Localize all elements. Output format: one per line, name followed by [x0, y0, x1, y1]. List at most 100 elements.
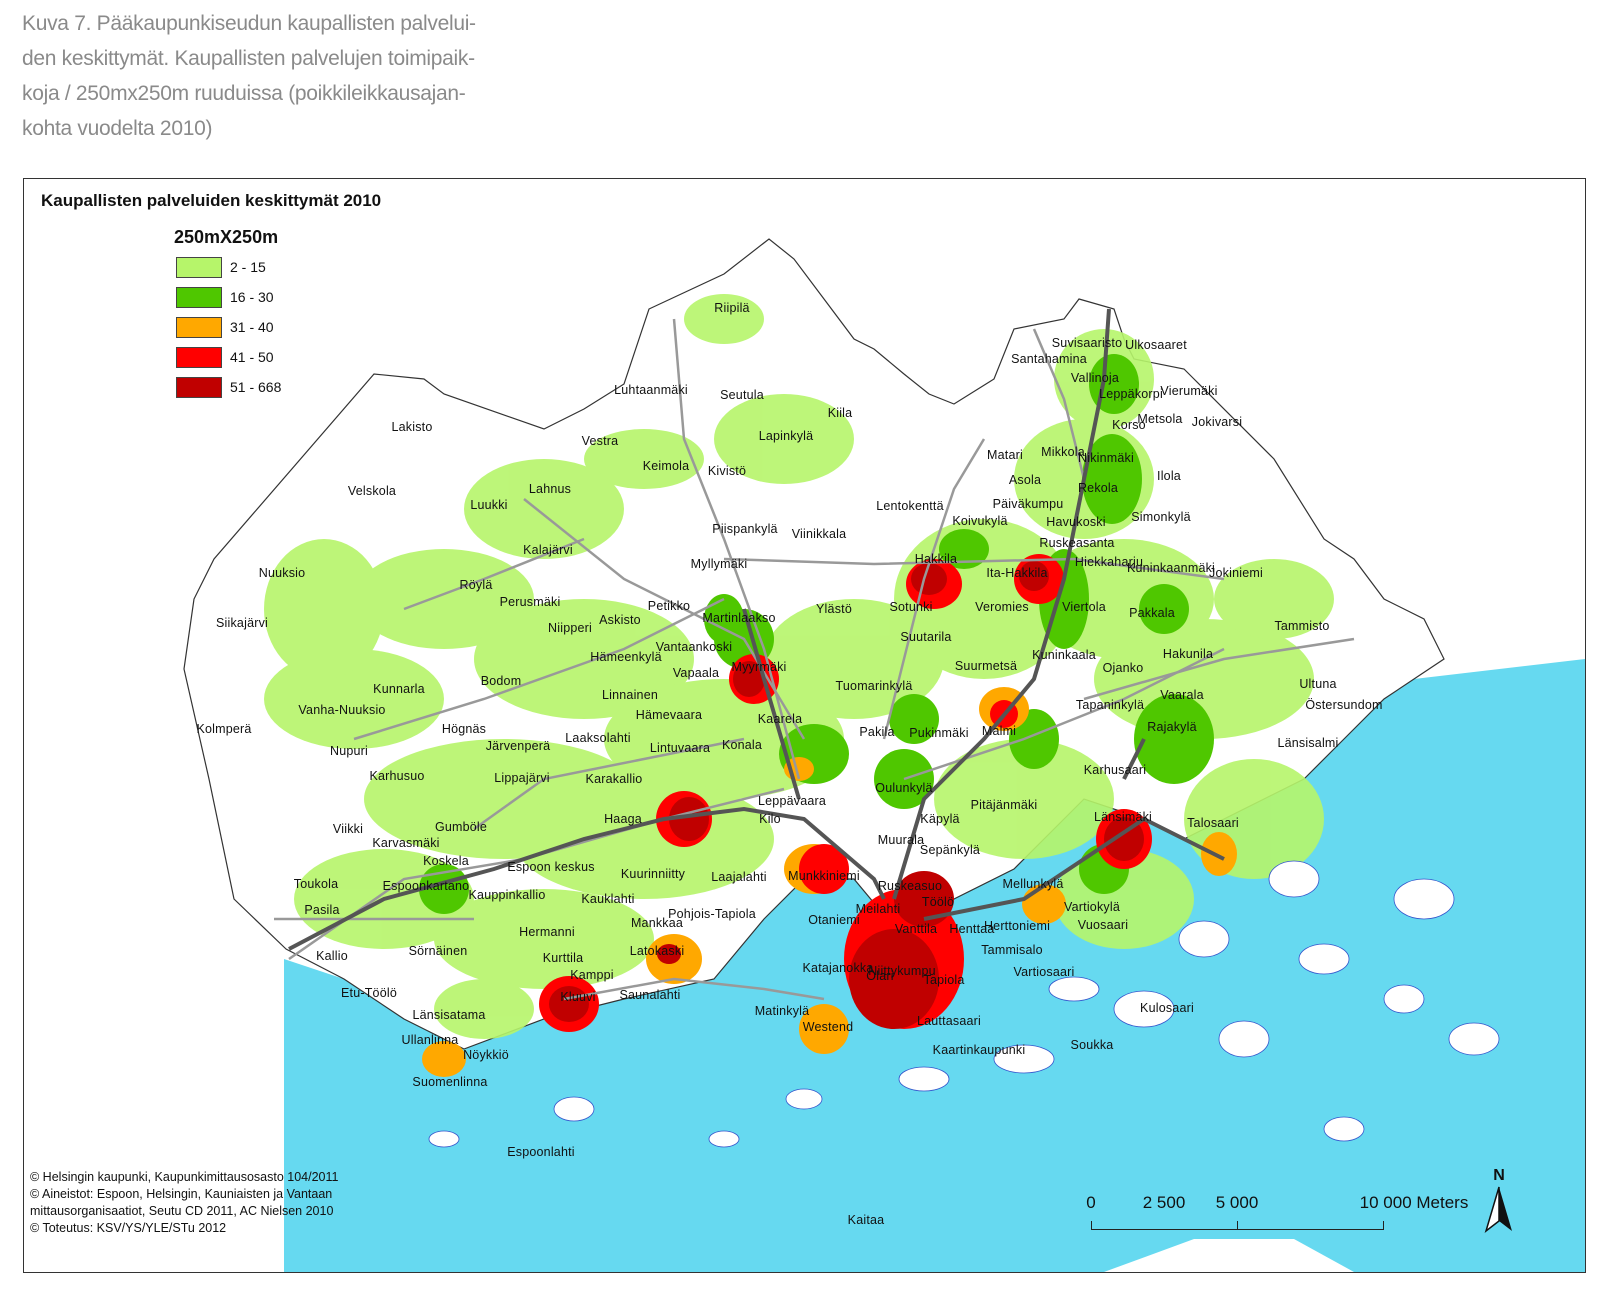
place-label: Henttaa	[949, 922, 995, 936]
figure-caption: Kuva 7. Pääkaupunkiseudun kaupallisten p…	[22, 6, 532, 146]
place-label: Länsisalmi	[1277, 736, 1339, 750]
place-label: Länsisatama	[412, 1008, 486, 1022]
place-label: Pasila	[304, 903, 340, 917]
place-label: Asola	[1008, 473, 1042, 487]
legend-label: 16 - 30	[230, 289, 274, 305]
place-label: Kallio	[316, 949, 348, 963]
credit-line: © Helsingin kaupunki, Kaupunkimittausosa…	[30, 1170, 339, 1184]
place-label: Espoon keskus	[507, 860, 595, 874]
place-label: Espoonkartano	[382, 879, 470, 893]
place-label: Jokivarsi	[1191, 415, 1243, 429]
map-title: Kaupallisten palveluiden keskittymät 201…	[41, 191, 382, 210]
scale-label: 10 000 Meters	[1359, 1193, 1469, 1212]
map-frame: Kaupallisten palveluiden keskittymät 201…	[23, 178, 1586, 1273]
place-label: Koskela	[423, 854, 469, 868]
place-label: Linnainen	[601, 688, 659, 702]
place-label: Ultuna	[1299, 677, 1337, 691]
place-label: Havukoski	[1046, 515, 1106, 529]
place-label: Vantaankoski	[655, 640, 733, 654]
place-label: Veromies	[975, 600, 1029, 614]
place-label: Gumböle	[434, 820, 488, 834]
place-label: Kluuvi	[560, 990, 596, 1004]
scale-tick	[1091, 1221, 1092, 1230]
legend-swatch	[176, 286, 222, 308]
scale-label: 0	[1086, 1193, 1096, 1212]
map-canvas	[183, 238, 1585, 1272]
place-label: Vartiokylä	[1064, 900, 1120, 914]
place-label: Haaga	[604, 812, 642, 826]
place-label: Sörnäinen	[408, 944, 468, 958]
legend-swatch	[176, 316, 222, 338]
place-label: Vuosaari	[1077, 918, 1129, 932]
place-label: Talosaari	[1187, 816, 1239, 830]
place-label: Sotunki	[889, 600, 933, 614]
place-label: Vanha-Nuuksio	[298, 703, 386, 717]
legend-swatch	[176, 256, 222, 278]
place-label: Kilo	[759, 812, 781, 826]
place-label: Hakunila	[1162, 647, 1214, 661]
place-label: Lahnus	[528, 482, 572, 496]
place-label: Katajanokka	[802, 961, 874, 975]
place-label: Piispankylä	[712, 522, 778, 536]
place-label: Nupuri	[329, 744, 369, 758]
place-label: Ita-Hakkila	[986, 566, 1048, 580]
place-label: Kaitaa	[847, 1213, 885, 1227]
place-label: Olari	[866, 969, 894, 983]
place-label: Malmi	[981, 724, 1017, 738]
place-label: Martinlaakso	[702, 611, 776, 625]
legend-label: 31 - 40	[230, 319, 274, 335]
place-label: Lapinkylä	[758, 429, 814, 443]
place-label: Karhusuo	[369, 769, 425, 783]
place-label: Riipilä	[714, 301, 750, 315]
rail-lines	[288, 308, 1225, 951]
place-label: Suurmetsä	[954, 659, 1018, 673]
place-label: Viinikkala	[791, 527, 847, 541]
place-label: Vartiosaari	[1013, 965, 1075, 979]
place-label: Westend	[802, 1020, 854, 1034]
place-label: Högnäs	[441, 722, 487, 736]
place-label: Tapiola	[923, 973, 965, 987]
place-label: Mikkola	[1041, 445, 1085, 459]
place-label: Matinkylä	[754, 1004, 810, 1018]
place-label: Vestra	[581, 434, 619, 448]
credit-line: © Aineistot: Espoon, Helsingin, Kauniais…	[30, 1187, 333, 1201]
map-credits: © Helsingin kaupunki, Kaupunkimittausosa…	[30, 1169, 338, 1237]
place-label: Laajalahti	[711, 870, 767, 884]
place-label: Herttoniemi	[983, 919, 1051, 933]
legend-swatch	[176, 376, 222, 398]
scale-label: 2 500	[1142, 1193, 1186, 1212]
place-label: Rajakylä	[1147, 720, 1197, 734]
place-label: Latokaski	[629, 944, 685, 958]
place-label: Bodom	[480, 674, 522, 688]
place-label: Pukinmäki	[909, 726, 969, 740]
place-label: Vierumäki	[1160, 384, 1218, 398]
place-label: Nuuksio	[258, 566, 306, 580]
place-label: Tammisto	[1274, 619, 1330, 633]
place-label: Vanttila	[894, 922, 938, 936]
place-label: Kamppi	[570, 968, 614, 982]
place-label: Luukki	[470, 498, 508, 512]
place-label: Kulosaari	[1140, 1001, 1194, 1015]
place-label: Kunnarla	[373, 682, 425, 696]
place-label: Simonkylä	[1131, 510, 1191, 524]
caption-line: den keskittymät. Kaupallisten palvelujen…	[22, 47, 475, 70]
place-label: Suutarila	[900, 630, 952, 644]
place-label: Petikko	[647, 599, 691, 613]
map-legend: 250mX250m 2 - 15 16 - 30 31 - 40 41 - 50…	[174, 227, 281, 402]
place-label: Lintuvaara	[649, 741, 711, 755]
legend-title: 250mX250m	[174, 227, 279, 247]
place-label: Muurala	[877, 833, 925, 847]
place-label: Kaarela	[757, 712, 803, 726]
place-label: Kivistö	[707, 464, 747, 478]
place-label: Rekola	[1077, 481, 1119, 495]
legend-item: 31 - 40	[176, 312, 281, 342]
legend-item: 41 - 50	[176, 342, 281, 372]
place-label: Koivukylä	[952, 514, 1008, 528]
place-label: Lippajärvi	[494, 771, 550, 785]
place-label: Myllymäki	[690, 557, 748, 571]
scale-tick	[1237, 1221, 1238, 1230]
place-label: Päiväkumpu	[992, 497, 1064, 511]
place-label: Lentokenttä	[876, 499, 944, 513]
place-label: Myyrmäki	[731, 660, 787, 674]
caption-line: Kuva 7. Pääkaupunkiseudun kaupallisten p…	[22, 12, 476, 35]
